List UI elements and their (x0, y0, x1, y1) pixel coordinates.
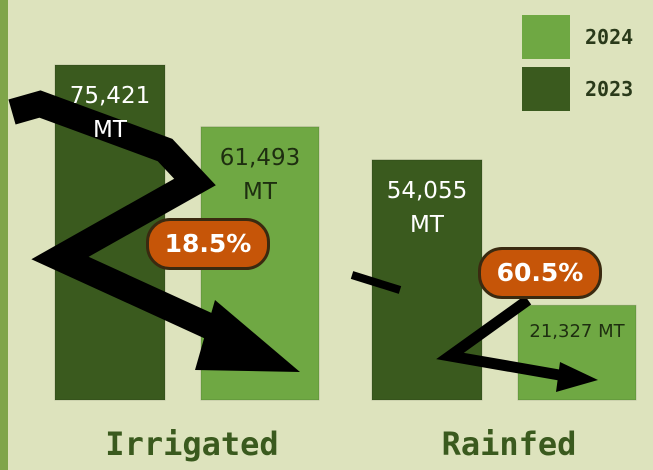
chart (0, 0, 653, 470)
value-label: 75,421 MT (68, 79, 152, 147)
legend-label: 2023 (585, 77, 633, 101)
legend-swatch (522, 15, 570, 59)
value-label: 54,055 MT (385, 174, 469, 242)
value-label: 61,493 MT (215, 141, 305, 209)
category-label: Irrigated (92, 425, 292, 463)
change-badge: 60.5% (478, 247, 602, 299)
value-label: 21,327 MT (518, 315, 636, 349)
edge-strip (0, 0, 8, 470)
legend-label: 2024 (585, 25, 633, 49)
change-badge: 18.5% (146, 218, 270, 270)
legend-swatch (522, 67, 570, 111)
category-label: Rainfed (409, 425, 609, 463)
infographic: 75,421 MT 54,055 MT 2023 61,493 MT 21,327 MT… (0, 0, 653, 470)
